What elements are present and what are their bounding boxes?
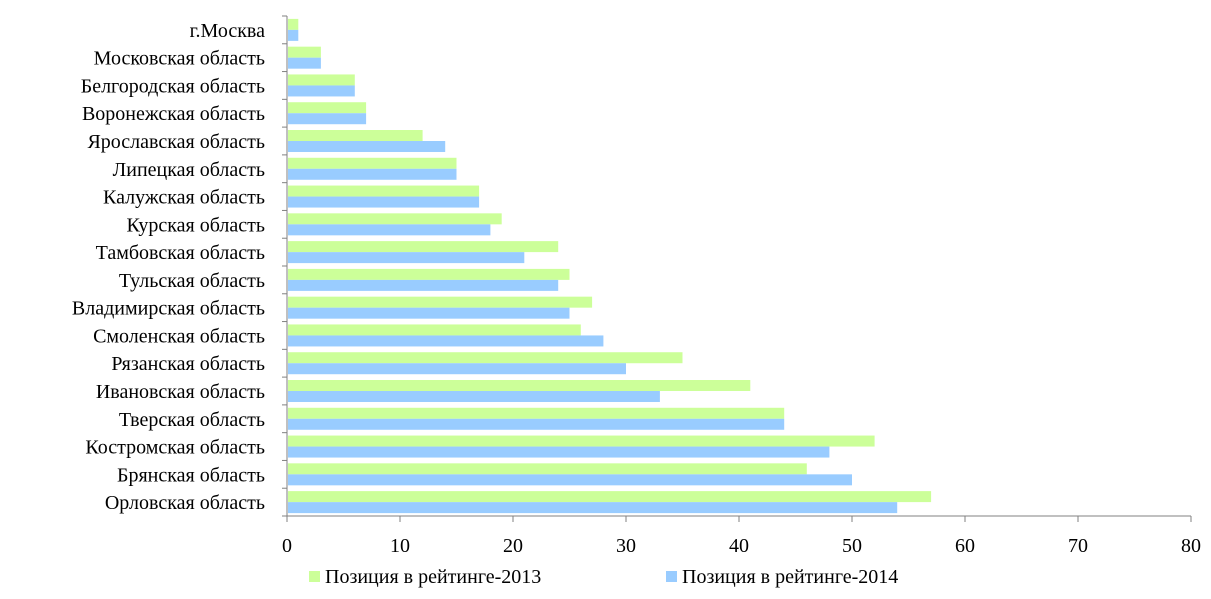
category-label: Белгородская область (81, 75, 265, 97)
bar-2014 (288, 196, 480, 208)
legend-swatch-2014 (666, 571, 677, 582)
bar-2013 (288, 324, 581, 336)
x-tick-label: 40 (729, 535, 749, 557)
bar-2014 (288, 446, 830, 458)
bar-2013 (288, 74, 355, 86)
bar-2013 (288, 491, 932, 503)
bar-2014 (288, 252, 525, 264)
bar-2014 (288, 307, 570, 319)
legend-swatch-2013 (309, 571, 320, 582)
bar-2014 (288, 335, 604, 347)
category-labels: г.Москва Московская область Белгородская о… (72, 20, 265, 514)
category-label: Калужская область (103, 187, 265, 209)
bar-2013 (288, 102, 367, 114)
bars-group (288, 18, 932, 514)
category-label: Тульская область (119, 270, 265, 292)
category-label: Ивановская область (96, 381, 265, 403)
category-label: Смоленская область (93, 325, 265, 347)
category-label: Орловская область (105, 492, 265, 514)
bar-2013 (288, 157, 457, 169)
bar-2014 (288, 141, 446, 152)
x-tick-label: 60 (955, 535, 975, 557)
bar-2014 (288, 474, 852, 486)
category-label: Костромская область (85, 437, 265, 459)
bar-2014 (288, 418, 785, 430)
category-label: Московская область (94, 48, 265, 70)
bar-2014 (288, 29, 299, 41)
x-tick-label: 20 (503, 535, 523, 557)
category-label: Брянская область (117, 464, 265, 486)
category-label: г.Москва (190, 20, 266, 42)
bar-2014 (288, 168, 457, 180)
x-tick-labels: 0 10 20 30 40 50 60 70 80 (282, 535, 1201, 557)
bar-2014 (288, 224, 491, 236)
bar-2014 (288, 279, 559, 291)
x-tick-label: 10 (390, 535, 410, 557)
bar-2013 (288, 241, 559, 253)
bar-2013 (288, 185, 480, 197)
bar-2014 (288, 391, 660, 402)
bar-2014 (288, 113, 367, 125)
bar-2013 (288, 435, 875, 447)
category-label: Ярославская область (87, 131, 265, 153)
bar-2013 (288, 130, 423, 141)
bar-2013 (288, 46, 321, 58)
category-label: Тверская область (119, 409, 265, 431)
bar-2014 (288, 502, 898, 514)
legend-label-2013: Позиция в рейтинге-2013 (325, 566, 541, 588)
bar-2014 (288, 57, 321, 69)
bar-2013 (288, 463, 807, 475)
bar-2013 (288, 296, 593, 308)
x-tick-label: 70 (1068, 535, 1088, 557)
axes (282, 15, 1192, 522)
bar-2013 (288, 352, 683, 364)
legend: Позиция в рейтинге-2013 Позиция в рейтин… (309, 566, 898, 588)
legend-label-2014: Позиция в рейтинге-2014 (682, 566, 898, 588)
category-label: Рязанская область (111, 353, 265, 375)
category-label: Владимирская область (72, 298, 265, 320)
category-label: Тамбовская область (96, 242, 265, 264)
bar-2013 (288, 213, 502, 225)
bar-2014 (288, 85, 355, 97)
category-label: Курская область (127, 214, 265, 236)
x-tick-label: 80 (1181, 535, 1201, 557)
category-label: Воронежская область (82, 103, 265, 125)
x-tick-label: 50 (842, 535, 862, 557)
category-label: Липецкая область (113, 159, 265, 181)
x-tick-label: 30 (616, 535, 636, 557)
bar-2013 (288, 407, 785, 419)
bar-2013 (288, 268, 570, 280)
bar-2013 (288, 18, 299, 30)
bar-2014 (288, 363, 626, 375)
x-tick-label: 0 (282, 535, 292, 557)
bar-2013 (288, 380, 751, 391)
